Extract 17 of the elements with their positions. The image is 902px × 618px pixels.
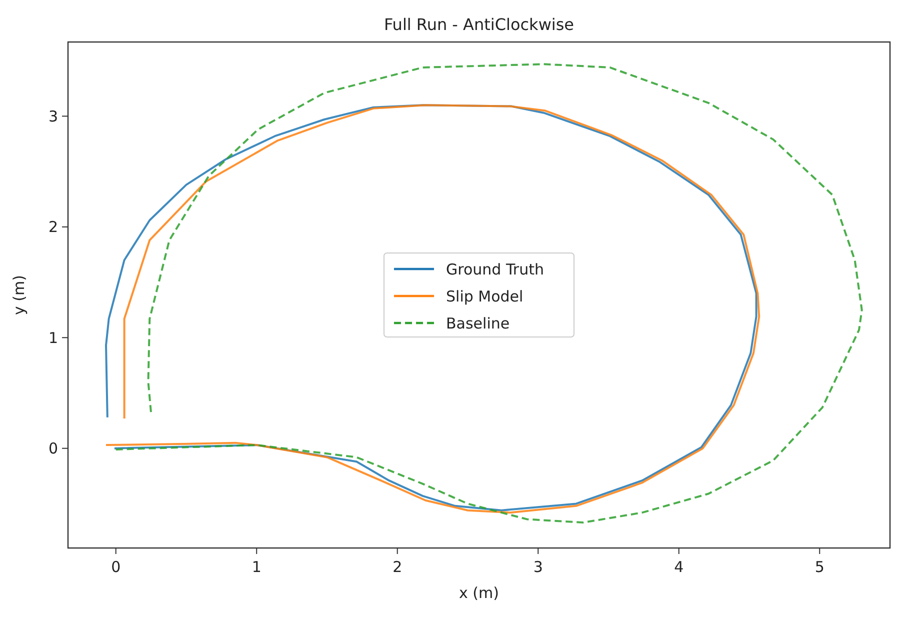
x-tick-label: 3 <box>533 558 543 576</box>
y-tick-label: 2 <box>48 218 58 236</box>
line-series <box>114 63 863 524</box>
y-axis-title: y (m) <box>10 275 28 315</box>
y-tick-label: 3 <box>48 107 58 126</box>
x-tick-label: 0 <box>111 558 121 576</box>
y-tick-label: 0 <box>48 440 58 458</box>
legend-label: Slip Model <box>446 287 524 306</box>
y-tick-label: 1 <box>48 328 58 347</box>
x-tick-label: 1 <box>252 558 262 576</box>
legend-label: Baseline <box>446 314 510 332</box>
legend-label: Ground Truth <box>446 260 544 278</box>
x-tick-label: 5 <box>814 558 824 576</box>
x-tick-label: 2 <box>392 558 402 576</box>
x-tick-label: 4 <box>674 558 684 576</box>
x-axis-title: x (m) <box>459 584 499 602</box>
chart-title: Full Run - AntiClockwise <box>384 15 574 34</box>
